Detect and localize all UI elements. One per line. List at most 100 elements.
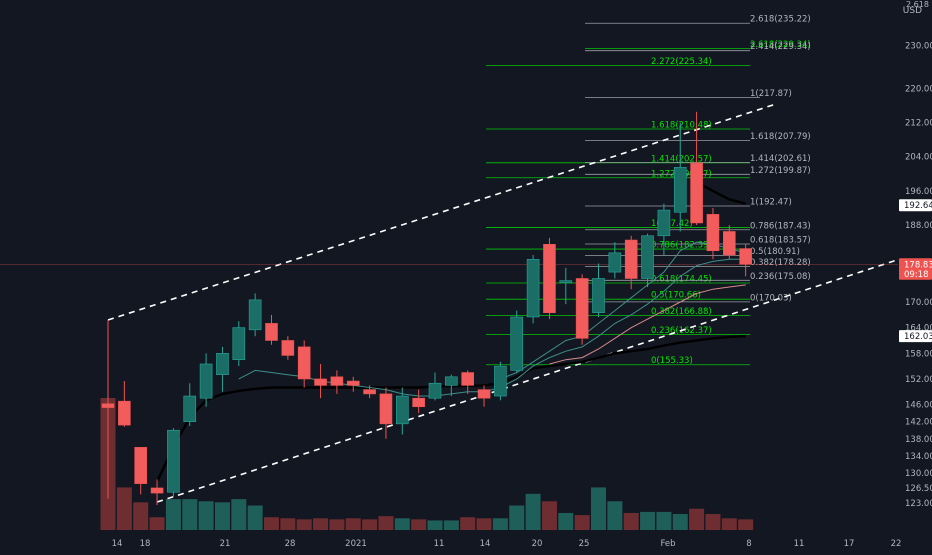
volume-bar bbox=[656, 511, 672, 530]
volume-bar bbox=[133, 502, 149, 530]
volume-bar bbox=[231, 499, 247, 530]
candle-body bbox=[248, 299, 262, 331]
candle-body bbox=[232, 327, 246, 361]
x-tick-label: 22 bbox=[891, 539, 902, 549]
y-tick-label: 134.00 bbox=[905, 452, 932, 462]
candle-body bbox=[494, 365, 507, 397]
volume-bar bbox=[623, 512, 639, 530]
fib-label: 0.786(182.39) bbox=[651, 241, 712, 251]
candle-body bbox=[624, 239, 638, 279]
candle-body bbox=[101, 403, 115, 408]
volume-bar bbox=[591, 487, 606, 530]
candle-body bbox=[199, 363, 213, 399]
ma-line bbox=[549, 284, 746, 365]
x-tick-label: 20 bbox=[532, 539, 543, 549]
y-tick-label: 126.50 bbox=[905, 484, 932, 494]
candle-body bbox=[510, 316, 524, 371]
candle-body bbox=[265, 323, 278, 341]
volume-bar bbox=[509, 505, 525, 530]
channel-lower-line bbox=[156, 258, 899, 503]
fib-label: 2.618(229.34) bbox=[750, 40, 811, 50]
time-axis: 14 18 21 28 2021 11 14 20 25 Feb 8 11 17 22 bbox=[112, 539, 902, 549]
y-tick-label: 146.00 bbox=[905, 401, 932, 411]
fib-label: 1.414(202.57) bbox=[651, 154, 712, 164]
candle-body bbox=[363, 389, 376, 395]
candle-body bbox=[281, 340, 295, 356]
volume-bar bbox=[182, 499, 198, 530]
volume-bar bbox=[492, 518, 508, 530]
volume-bar bbox=[607, 501, 623, 530]
fib-label: 0.786(187.43) bbox=[750, 221, 811, 231]
fib-label: 0.5(180.91) bbox=[750, 247, 800, 257]
candle-body bbox=[559, 280, 573, 284]
volume-bar bbox=[443, 520, 459, 530]
volume-bar bbox=[394, 518, 410, 530]
candle-body bbox=[445, 376, 458, 386]
volume-bar bbox=[329, 519, 345, 530]
candle-body bbox=[395, 395, 409, 425]
x-tick-label: 2021 bbox=[345, 539, 367, 549]
volume-bar bbox=[247, 505, 263, 530]
top-right-label: 2.618 bbox=[906, 0, 929, 9]
price-tag bbox=[899, 199, 932, 212]
y-tick-label: 170.00 bbox=[905, 298, 932, 308]
candle-body bbox=[150, 487, 164, 494]
price-tag-label: 192.64 bbox=[904, 201, 932, 211]
candle-body bbox=[739, 248, 752, 265]
volume-bar bbox=[198, 501, 214, 530]
candle-body bbox=[183, 395, 197, 422]
currency-label[interactable]: USD bbox=[903, 6, 922, 16]
y-tick-label: 164.00 bbox=[905, 324, 932, 334]
candle-body bbox=[379, 393, 393, 425]
volume-bar bbox=[427, 520, 443, 530]
volume-bar bbox=[378, 516, 394, 530]
y-tick-label: 158.00 bbox=[905, 349, 932, 359]
candle-body bbox=[543, 244, 556, 313]
y-tick-label: 204.00 bbox=[905, 153, 932, 163]
candle-body bbox=[592, 278, 605, 313]
volume-bar bbox=[705, 514, 721, 530]
fib-label: 0.382(166.88) bbox=[651, 307, 712, 317]
x-tick-label: 8 bbox=[746, 539, 751, 549]
fib-label: 1.414(202.61) bbox=[750, 154, 811, 164]
fib-label: 2.618(235.22) bbox=[750, 15, 811, 25]
x-tick-label: 11 bbox=[794, 539, 805, 549]
y-tick-label: 130.00 bbox=[905, 469, 932, 479]
y-tick-label: 196.00 bbox=[905, 187, 932, 197]
fib-label: 1(192.47) bbox=[750, 197, 792, 207]
candle-body bbox=[297, 346, 311, 380]
x-tick-label: 14 bbox=[480, 539, 491, 549]
volume-bar bbox=[296, 519, 312, 530]
candle-body bbox=[526, 258, 540, 318]
fib-label: 2.414(229.34) bbox=[750, 42, 811, 52]
volume-bar bbox=[476, 518, 492, 530]
volume-bar bbox=[313, 518, 329, 530]
price-tag bbox=[899, 330, 932, 343]
candle-body bbox=[346, 380, 360, 386]
candle-body bbox=[706, 214, 720, 252]
fib-label: 1(217.87) bbox=[750, 89, 792, 99]
y-tick-label: 142.00 bbox=[905, 418, 932, 428]
volume-bar bbox=[525, 493, 541, 530]
fib-label: 0.236(175.08) bbox=[750, 272, 811, 282]
x-tick-label: 17 bbox=[844, 539, 855, 549]
volume-bar bbox=[640, 511, 656, 530]
candle-body bbox=[608, 252, 622, 273]
candle-body bbox=[216, 353, 229, 375]
volume-bar bbox=[574, 515, 590, 530]
fib-label: 2.272(225.34) bbox=[651, 57, 712, 67]
fib-label: 1(187.42) bbox=[651, 219, 693, 229]
x-tick-label: 28 bbox=[285, 539, 296, 549]
fib-label: 0.382(178.28) bbox=[750, 258, 811, 268]
candle-body bbox=[477, 389, 491, 399]
volume-bar bbox=[165, 499, 181, 530]
volume-bar bbox=[264, 517, 279, 530]
y-tick-label: 220.00 bbox=[905, 84, 932, 94]
volume-bar bbox=[411, 519, 427, 530]
x-tick-label: Feb bbox=[660, 539, 675, 549]
candle-body bbox=[314, 378, 327, 386]
candle-body bbox=[575, 278, 589, 339]
